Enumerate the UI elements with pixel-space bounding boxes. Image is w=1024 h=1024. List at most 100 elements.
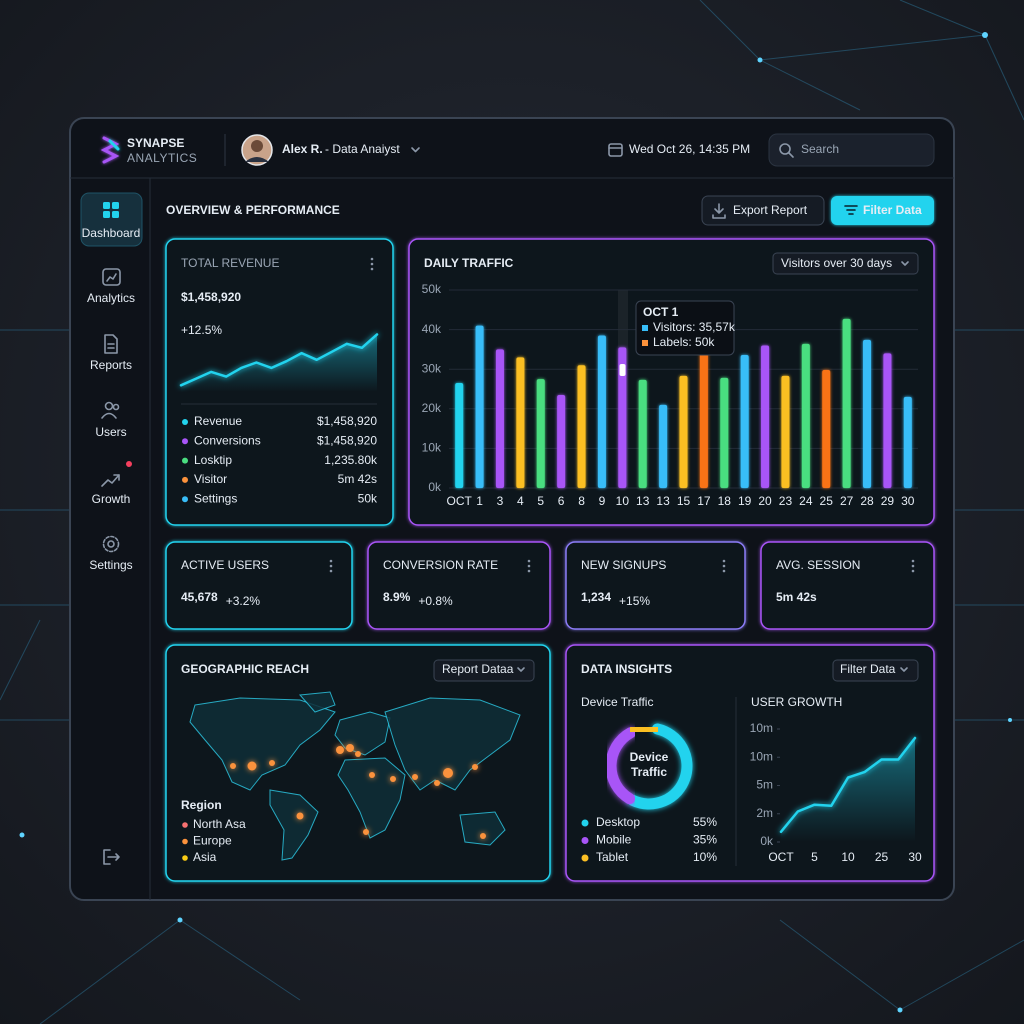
card-menu [370,267,374,271]
sidebar-item[interactable]: Analytics [87,291,135,305]
x-tick-label: 30 [901,494,915,508]
kpi-title: AVG. SESSION [776,558,860,572]
logo-subtitle: ANALYTICS [127,151,197,165]
bar [781,375,790,488]
filter-button-label[interactable]: Filter Data [863,203,922,217]
export-button-label[interactable]: Export Report [733,203,808,217]
x-tick-label: 13 [636,494,650,508]
x-tick-label: 5 [537,494,544,508]
sidebar-item[interactable]: Settings [89,558,132,572]
export-icon [712,203,726,219]
x-tick-label: 10 [616,494,630,508]
search-box[interactable] [768,133,935,167]
reports-icon [104,334,118,354]
bar [679,375,688,488]
card-title: DATA INSIGHTS [581,662,672,676]
x-tick-label: 25 [875,850,889,864]
bar [863,339,872,488]
data-label: 35% [693,833,717,847]
pie-segment [628,722,660,737]
card-menu [722,564,726,568]
bar [495,349,504,488]
legend-dot [182,822,188,828]
dropdown-label[interactable]: Report Dataa [442,662,514,676]
card-menu [329,569,333,573]
sidebar-active-bg[interactable] [80,192,143,247]
tooltip-row: Labels: 50k [653,335,715,349]
x-tick-label: 20 [758,494,772,508]
bar [822,369,831,488]
kpi-title: NEW SIGNUPS [581,558,666,572]
x-tick-label: OCT [447,494,473,508]
legend-dot [182,419,188,425]
x-tick-label: 24 [799,494,813,508]
legend-dot [581,837,589,844]
bar [699,345,708,488]
avatar[interactable] [241,134,273,166]
filter-button[interactable] [831,196,934,225]
y-tick-label: 0k [428,480,442,494]
kpi-change: +0.8% [418,594,453,608]
bar [618,347,627,488]
x-tick-label: 6 [558,494,565,508]
legend-value: $1,458,920 [317,433,377,447]
legend-label: Revenue [194,414,242,428]
legend-value: 50k [358,491,378,505]
data-label: 55% [693,815,717,829]
y-tick-label: 0k [760,834,774,848]
line-area [181,334,377,392]
x-tick-label: 30 [908,850,922,864]
legend-value: 1,235.80k [324,453,378,467]
sidebar-item[interactable]: Users [95,425,126,439]
traffic-dropdown[interactable] [772,252,919,275]
legend-label: Europe [193,834,232,848]
x-tick-label: 9 [599,494,606,508]
filter-icon [844,205,858,215]
card-menu [329,564,333,568]
kpi-value: $1,458,920 [181,290,241,304]
card-menu [527,569,531,573]
y-tick-label: 10m [750,721,773,735]
bar [740,354,749,488]
legend-label: Tablet [596,850,629,864]
legend-dot [182,855,188,861]
bar [516,357,525,488]
bar [883,353,892,488]
bar [659,404,668,488]
donut-center-label: Device [630,750,669,764]
user-menu-chevron[interactable] [411,147,420,153]
y-tick-label: 5m [756,778,773,792]
card-menu [527,559,531,563]
dropdown-chevron [901,261,909,266]
kpi-value: 5m 42s [776,590,817,604]
legend-label: Mobile [596,833,632,847]
card-menu [722,559,726,563]
calendar-icon [608,143,623,157]
dropdown-label[interactable]: Visitors over 30 days [781,256,892,270]
x-tick-label: 23 [779,494,793,508]
sidebar-item[interactable]: Growth [92,492,131,506]
bar [761,345,770,488]
sidebar-item[interactable]: Reports [90,358,132,372]
geo-dropdown[interactable] [433,659,535,682]
legend-label: Desktop [596,815,640,829]
export-button[interactable] [701,195,825,226]
kpi-value: 45,678 [181,590,218,604]
analytics-icon [102,268,121,286]
dropdown-label[interactable]: Filter Data [840,662,896,676]
logout-icon[interactable] [103,849,120,865]
bar [557,394,566,488]
insights-dropdown[interactable] [832,659,919,682]
y-tick-label: 30k [422,361,442,375]
x-tick-label: 17 [697,494,711,508]
legend-label: North Asa [193,817,246,831]
sidebar-item[interactable]: Dashboard [82,226,141,240]
bar [475,325,484,488]
bar [638,379,647,488]
search-placeholder[interactable]: Search [801,142,839,156]
kpi-card [760,541,935,630]
bar [577,365,586,488]
bar [597,335,606,488]
tooltip-swatch [642,340,648,346]
legend-dot [182,457,188,464]
